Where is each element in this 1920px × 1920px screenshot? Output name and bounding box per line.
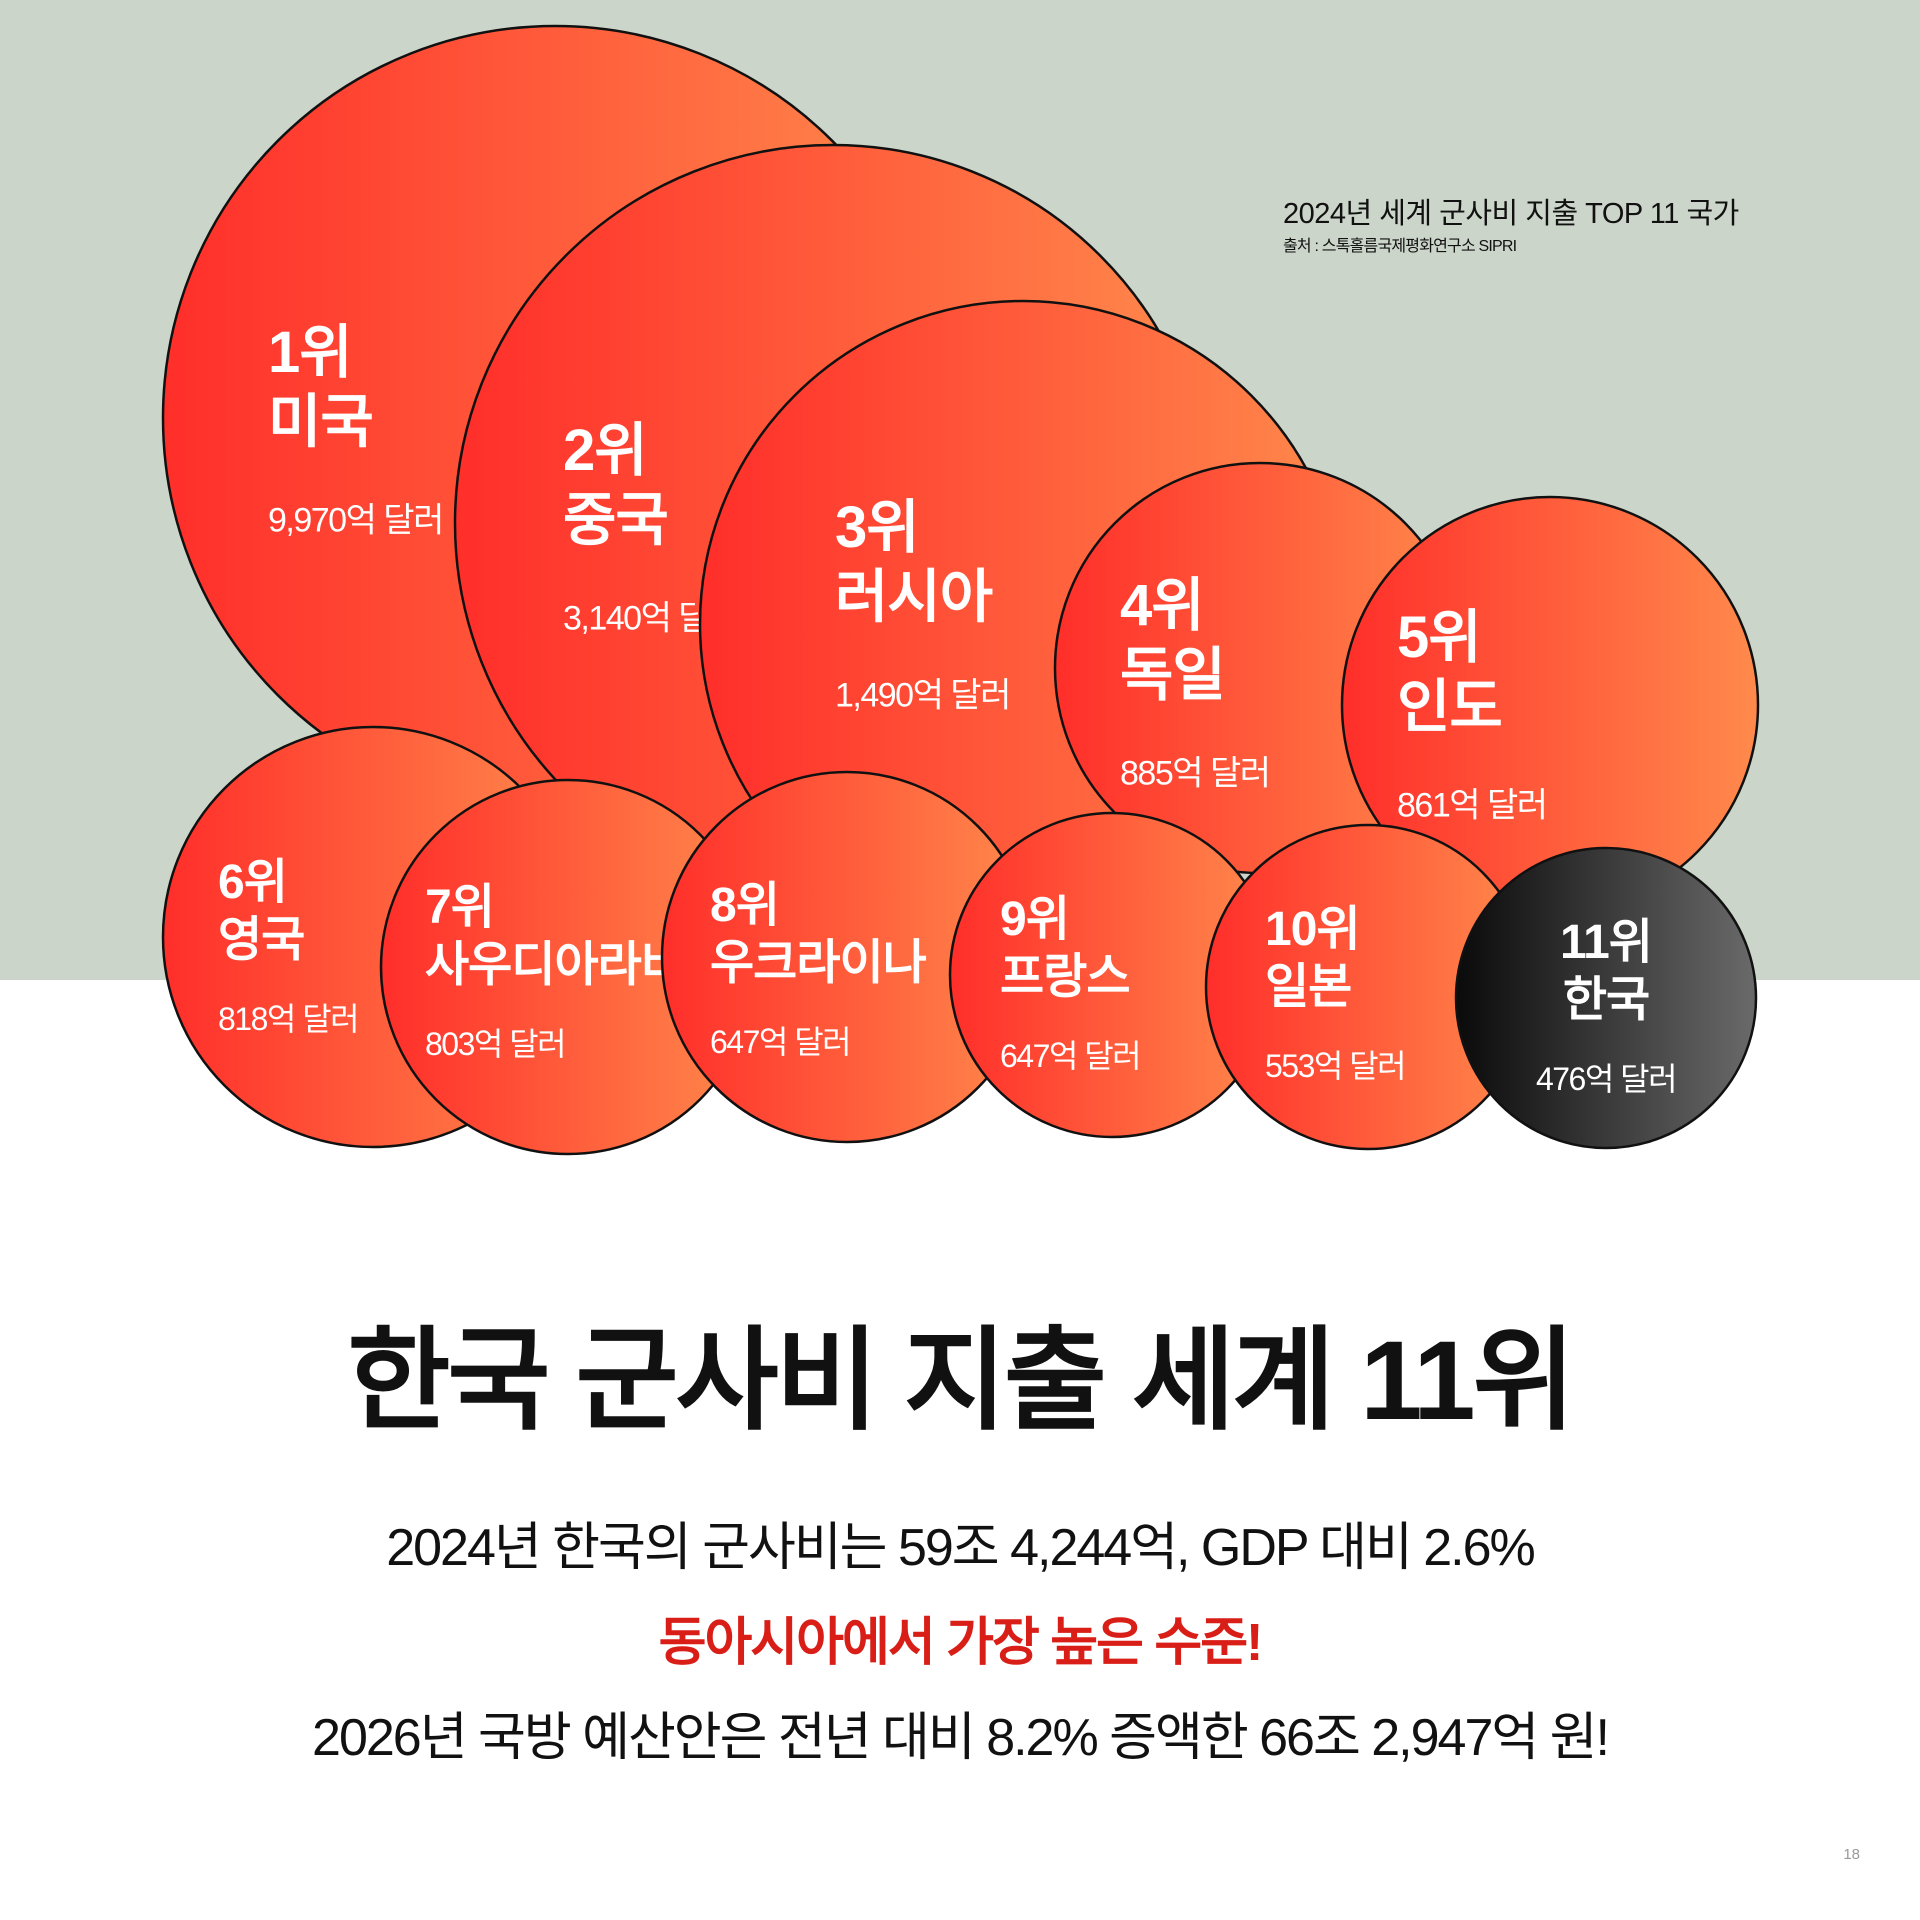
bubble-rank-label: 6위: [218, 856, 287, 909]
chart-legend-title: 2024년 세계 군사비 지출 TOP 11 국가: [1283, 198, 1739, 230]
bubble-rank-label: 1위: [268, 320, 352, 385]
bubble-value-label: 9,970억 달러: [268, 502, 443, 540]
bubble-value-label: 476억 달러: [1536, 1061, 1676, 1097]
bubble-country-label: 중국: [563, 488, 668, 553]
bubble-value-label: 647억 달러: [710, 1024, 850, 1060]
bubble-country-label: 프랑스: [1000, 951, 1129, 1004]
bubble-value-label: 803억 달러: [425, 1026, 565, 1062]
bubble-rank-label: 8위: [710, 879, 779, 932]
page-number: 18: [1843, 1846, 1860, 1863]
bubble-rank-label: 11위: [1560, 916, 1652, 969]
bubble-rank-label: 2위: [563, 418, 647, 483]
bubble-value-label: 647억 달러: [1000, 1038, 1140, 1074]
bubble-value-label: 861억 달러: [1397, 787, 1547, 825]
bubble-value-label: 553억 달러: [1265, 1048, 1405, 1084]
bubble-country-label: 독일: [1120, 643, 1225, 708]
headline: 한국 군사비 지출 세계 11위: [347, 1318, 1575, 1443]
description-highlight: 동아시아에서 가장 높은 수준!: [658, 1614, 1264, 1672]
bubble-country-label: 미국: [268, 390, 373, 455]
bubble-value-label: 885억 달러: [1120, 755, 1270, 793]
bubble-rank-label: 7위: [425, 881, 494, 934]
bubble-circle: [1454, 846, 1758, 1150]
bubble-country-label: 일본: [1265, 961, 1351, 1014]
bubble-rank-label: 5위: [1397, 605, 1481, 670]
bubble-country-label: 한국: [1563, 974, 1649, 1027]
bubble-value-label: 1,490억 달러: [835, 677, 1010, 715]
description-line-3: 2026년 국방 예산안은 전년 대비 8.2% 증액한 66조 2,947억 …: [312, 1709, 1610, 1767]
bubble-value-label: 818억 달러: [218, 1001, 358, 1037]
bubble-rank-label: 3위: [835, 495, 919, 560]
chart-source-note: 출처 : 스톡홀름국제평화연구소 SIPRI: [1283, 238, 1517, 255]
bubble-country-label: 인도: [1397, 675, 1502, 740]
bubble-country-label: 영국: [218, 914, 304, 967]
bubble-country-label: 사우디아라비아: [425, 939, 728, 992]
bubble-country-label: 러시아: [835, 565, 993, 630]
bubble-country-label: 우크라이나: [710, 937, 927, 990]
bubble-rank-label: 9위: [1000, 893, 1069, 946]
description-line-1: 2024년 한국의 군사비는 59조 4,244억, GDP 대비 2.6%: [386, 1519, 1536, 1577]
bubble-rank-label: 4위: [1120, 573, 1204, 638]
bubble-rank-label: 10위: [1265, 903, 1360, 956]
